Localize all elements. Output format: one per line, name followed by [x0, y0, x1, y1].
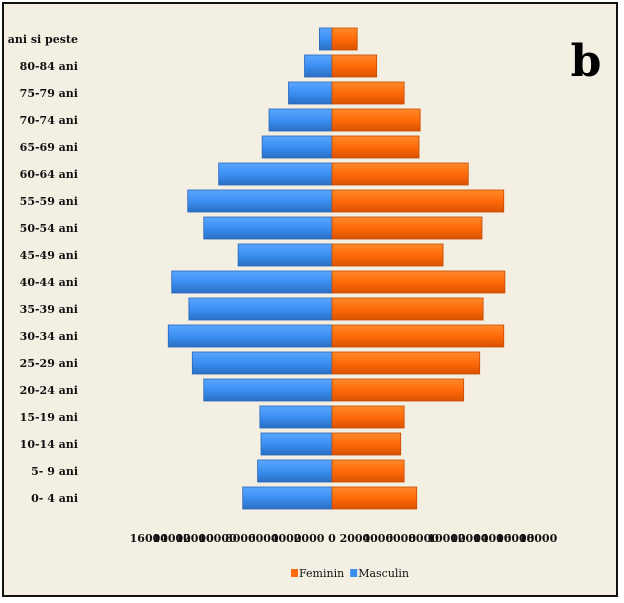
bar-masculin-3: [268, 108, 333, 132]
bar-masculin-11: [167, 324, 333, 348]
bar-masculin-5: [218, 162, 333, 186]
bars-group: [167, 27, 506, 510]
category-label-16: 5- 9 ani: [31, 465, 78, 478]
bar-feminin-7: [331, 216, 483, 240]
category-label-10: 35-39 ani: [20, 303, 78, 316]
x-tick-label-13: 10000: [427, 532, 466, 545]
bar-masculin-9: [171, 270, 333, 294]
bar-masculin-6: [187, 189, 333, 213]
x-tick-label-9: 2000: [340, 532, 371, 545]
x-tick-label-12: 8000: [408, 532, 439, 545]
bar-feminin-5: [331, 162, 469, 186]
category-label-14: 15-19 ani: [20, 411, 78, 424]
bar-masculin-16: [257, 459, 333, 483]
bar-feminin-4: [331, 135, 420, 159]
category-label-17: 0- 4 ani: [31, 492, 78, 505]
bar-feminin-14: [331, 405, 405, 429]
chart-frame: 85 ani si peste 80-84 ani 75-79 ani 70-74 a…: [2, 2, 618, 597]
bar-feminin-12: [331, 351, 481, 375]
x-tick-label-7: 2000: [294, 532, 325, 545]
bar-masculin-1: [304, 54, 333, 78]
x-tick-label-3: 10000: [198, 532, 237, 545]
x-tick-label-0: 16000: [130, 532, 169, 545]
population-pyramid-chart: 85 ani si peste 80-84 ani 75-79 ani 70-74 a…: [4, 27, 602, 580]
bar-masculin-17: [242, 486, 333, 510]
bar-masculin-10: [188, 297, 333, 321]
x-tick-label-4: 8000: [225, 532, 256, 545]
category-label-8: 45-49 ani: [20, 249, 78, 262]
x-tick-label-16: 16000: [496, 532, 535, 545]
x-tick-label-17: 18000: [519, 532, 558, 545]
bar-masculin-2: [288, 81, 333, 105]
legend-label-masculin: Masculin: [358, 567, 409, 580]
bar-feminin-10: [331, 297, 484, 321]
bar-feminin-6: [331, 189, 505, 213]
bar-masculin-0: [319, 27, 333, 51]
bar-feminin-0: [331, 27, 358, 51]
panel-letter: b: [571, 36, 602, 87]
x-tick-label-1: 14000: [153, 532, 192, 545]
category-label-15: 10-14 ani: [20, 438, 78, 451]
bar-feminin-11: [331, 324, 505, 348]
x-tick-label-10: 4000: [362, 532, 393, 545]
bar-feminin-15: [331, 432, 402, 456]
bar-masculin-7: [203, 216, 333, 240]
bar-masculin-12: [191, 351, 333, 375]
category-label-2: 75-79 ani: [20, 87, 78, 100]
category-label-12: 25-29 ani: [20, 357, 78, 370]
bar-feminin-9: [331, 270, 506, 294]
bar-masculin-15: [260, 432, 333, 456]
x-tick-label-15: 14000: [473, 532, 512, 545]
x-tick-label-8: 0: [328, 532, 336, 545]
legend-swatch-masculin: [350, 569, 358, 577]
category-label-11: 30-34 ani: [20, 330, 78, 343]
x-tick-label-2: 12000: [175, 532, 214, 545]
bar-feminin-16: [331, 459, 405, 483]
bar-masculin-14: [259, 405, 333, 429]
category-label-13: 20-24 ani: [20, 384, 78, 397]
x-tick-label-11: 6000: [385, 532, 416, 545]
category-label-7: 50-54 ani: [20, 222, 78, 235]
category-label-9: 40-44 ani: [20, 276, 78, 289]
category-label-0: 85 ani si peste: [4, 33, 78, 46]
legend: Feminin Masculin: [291, 567, 409, 580]
bar-masculin-4: [261, 135, 333, 159]
bar-masculin-8: [237, 243, 333, 267]
bar-masculin-13: [203, 378, 333, 402]
category-label-6: 55-59 ani: [20, 195, 78, 208]
category-label-4: 65-69 ani: [20, 141, 78, 154]
x-tick-label-5: 6000: [248, 532, 279, 545]
legend-swatch-feminin: [291, 569, 298, 577]
bar-feminin-1: [331, 54, 378, 78]
category-label-5: 60-64 ani: [20, 168, 78, 181]
category-labels: 85 ani si peste 80-84 ani 75-79 ani 70-74 a…: [4, 33, 78, 505]
category-label-3: 70-74 ani: [20, 114, 78, 127]
bar-feminin-8: [331, 243, 444, 267]
x-tick-label-14: 12000: [450, 532, 489, 545]
legend-label-feminin: Feminin: [299, 567, 344, 580]
bar-feminin-3: [331, 108, 421, 132]
x-tick-label-6: 4000: [271, 532, 302, 545]
category-label-1: 80-84 ani: [20, 60, 78, 73]
bar-feminin-13: [331, 378, 465, 402]
bar-feminin-17: [331, 486, 418, 510]
bar-feminin-2: [331, 81, 405, 105]
